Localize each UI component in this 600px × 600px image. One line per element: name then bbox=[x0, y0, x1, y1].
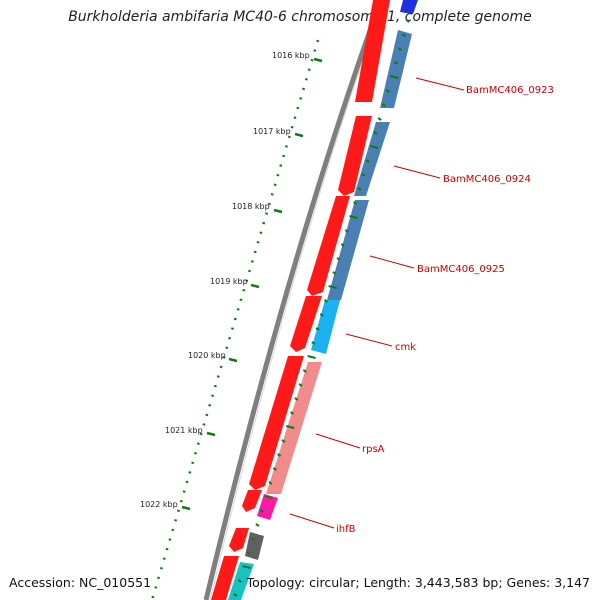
kbp-label-1019: 1019 kbp bbox=[210, 277, 248, 286]
cds-reverse-bam0924 bbox=[354, 122, 390, 196]
inner-tick-mark bbox=[397, 47, 402, 51]
inner-tick-mark bbox=[357, 187, 362, 191]
inner-tick-mark bbox=[264, 495, 273, 499]
inner-tick-mark bbox=[289, 411, 295, 415]
inner-tick-mark bbox=[349, 215, 358, 219]
inner-tick-mark bbox=[381, 103, 386, 107]
inner-tick-mark bbox=[365, 159, 370, 163]
cds-reverse-bam0923 bbox=[380, 30, 412, 108]
inner-tick-mark bbox=[361, 173, 366, 177]
inner-tick-mark bbox=[294, 397, 299, 401]
inner-tick-mark bbox=[242, 565, 251, 569]
cds-reverse-ihfB bbox=[257, 494, 278, 520]
cds-forward-2 bbox=[338, 116, 372, 196]
callout-rpsA bbox=[315, 433, 361, 449]
kbp-label-1016: 1016 kbp bbox=[272, 51, 310, 60]
inner-tick-mark bbox=[353, 201, 358, 205]
inner-tick-mark bbox=[323, 299, 329, 303]
kbp-tick-1019 bbox=[250, 283, 260, 289]
topology-text: Topology: circular; Length: 3,443,583 bp… bbox=[246, 575, 590, 590]
cds-forward-7 bbox=[229, 528, 249, 552]
kbp-label-1018: 1018 kbp bbox=[232, 202, 270, 211]
inner-tick-mark bbox=[401, 33, 406, 37]
gene-label-bam0924: BamMC406_0924 bbox=[443, 174, 531, 185]
kbp-tick-1022 bbox=[181, 505, 191, 511]
inner-tick-mark bbox=[336, 257, 341, 261]
backbone-ring bbox=[203, 0, 384, 600]
cds-forward-3 bbox=[307, 196, 350, 296]
gene-label-rpsA: rpsA bbox=[362, 444, 385, 455]
inner-tick-mark bbox=[377, 117, 382, 121]
gene-label-bam0923: BamMC406_0923 bbox=[466, 85, 554, 96]
inner-tick-mark bbox=[315, 327, 320, 331]
inner-tick-mark bbox=[255, 523, 260, 527]
inner-tick-mark bbox=[246, 551, 251, 555]
kbp-tick-1016 bbox=[313, 57, 323, 63]
kbp-tick-1020 bbox=[228, 357, 238, 363]
inner-tick-mark bbox=[268, 481, 273, 485]
kbp-tick-1018 bbox=[273, 208, 283, 214]
inner-tick-mark bbox=[369, 145, 379, 149]
cds-forward-1 bbox=[355, 0, 390, 102]
inner-tick-mark bbox=[385, 89, 390, 93]
inner-tick-mark bbox=[344, 229, 349, 233]
inner-tick-mark bbox=[298, 383, 303, 387]
kbp-label-1020: 1020 kbp bbox=[188, 351, 226, 360]
gene-label-ihfB: ihfB bbox=[336, 524, 356, 535]
inner-tick-mark bbox=[250, 537, 256, 541]
inner-tick-mark bbox=[307, 355, 316, 359]
gene-label-cmk: cmk bbox=[395, 342, 416, 353]
kbp-tick-1021 bbox=[206, 431, 216, 437]
inner-tick-mark bbox=[319, 313, 324, 317]
inner-tick-mark bbox=[259, 509, 264, 513]
inner-tick-mark bbox=[405, 19, 410, 23]
kbp-tick-1017 bbox=[294, 132, 304, 138]
inner-tick-mark bbox=[281, 439, 286, 443]
callout-ihfB bbox=[289, 513, 335, 529]
inner-tick-mark bbox=[286, 425, 295, 429]
callout-cmk bbox=[345, 333, 393, 347]
inner-tick-mark bbox=[311, 341, 316, 345]
inner-tick-mark bbox=[233, 593, 238, 597]
cds-forward-4 bbox=[290, 296, 322, 352]
inner-tick-mark bbox=[340, 243, 345, 247]
backbone-highlight bbox=[209, 0, 385, 600]
inner-tick-mark bbox=[277, 453, 282, 457]
kbp-label-1022: 1022 kbp bbox=[140, 500, 178, 509]
cds-reverse-top bbox=[400, 0, 418, 14]
callout-bam0923 bbox=[415, 77, 465, 91]
inner-tick-mark bbox=[302, 369, 307, 373]
cds-reverse-cmk bbox=[311, 300, 340, 354]
map-title: Burkholderia ambifaria MC40-6 chromosome… bbox=[68, 9, 532, 25]
kbp-label-1017: 1017 kbp bbox=[253, 127, 291, 136]
inner-tick-mark bbox=[390, 75, 399, 79]
inner-tick-mark bbox=[328, 285, 337, 289]
inner-tick-mark bbox=[373, 131, 378, 135]
inner-tick-mark bbox=[393, 61, 398, 65]
cds-forward-6 bbox=[242, 490, 262, 512]
kbp-label-1021: 1021 kbp bbox=[165, 426, 203, 435]
inner-tick-mark bbox=[237, 579, 242, 583]
callout-bam0924 bbox=[393, 165, 441, 179]
inner-tick-mark bbox=[332, 271, 337, 275]
accession-text: Accession: NC_010551 bbox=[9, 575, 152, 590]
callout-bam0925 bbox=[369, 255, 415, 269]
cds-reverse-gray bbox=[245, 532, 264, 560]
cds-forward-5 bbox=[249, 356, 304, 490]
inner-tick-mark bbox=[272, 467, 277, 471]
cds-forward-8 bbox=[211, 556, 239, 600]
cds-reverse-bam0925 bbox=[327, 200, 369, 300]
scale-track bbox=[150, 39, 320, 600]
gene-label-bam0925: BamMC406_0925 bbox=[417, 264, 505, 275]
